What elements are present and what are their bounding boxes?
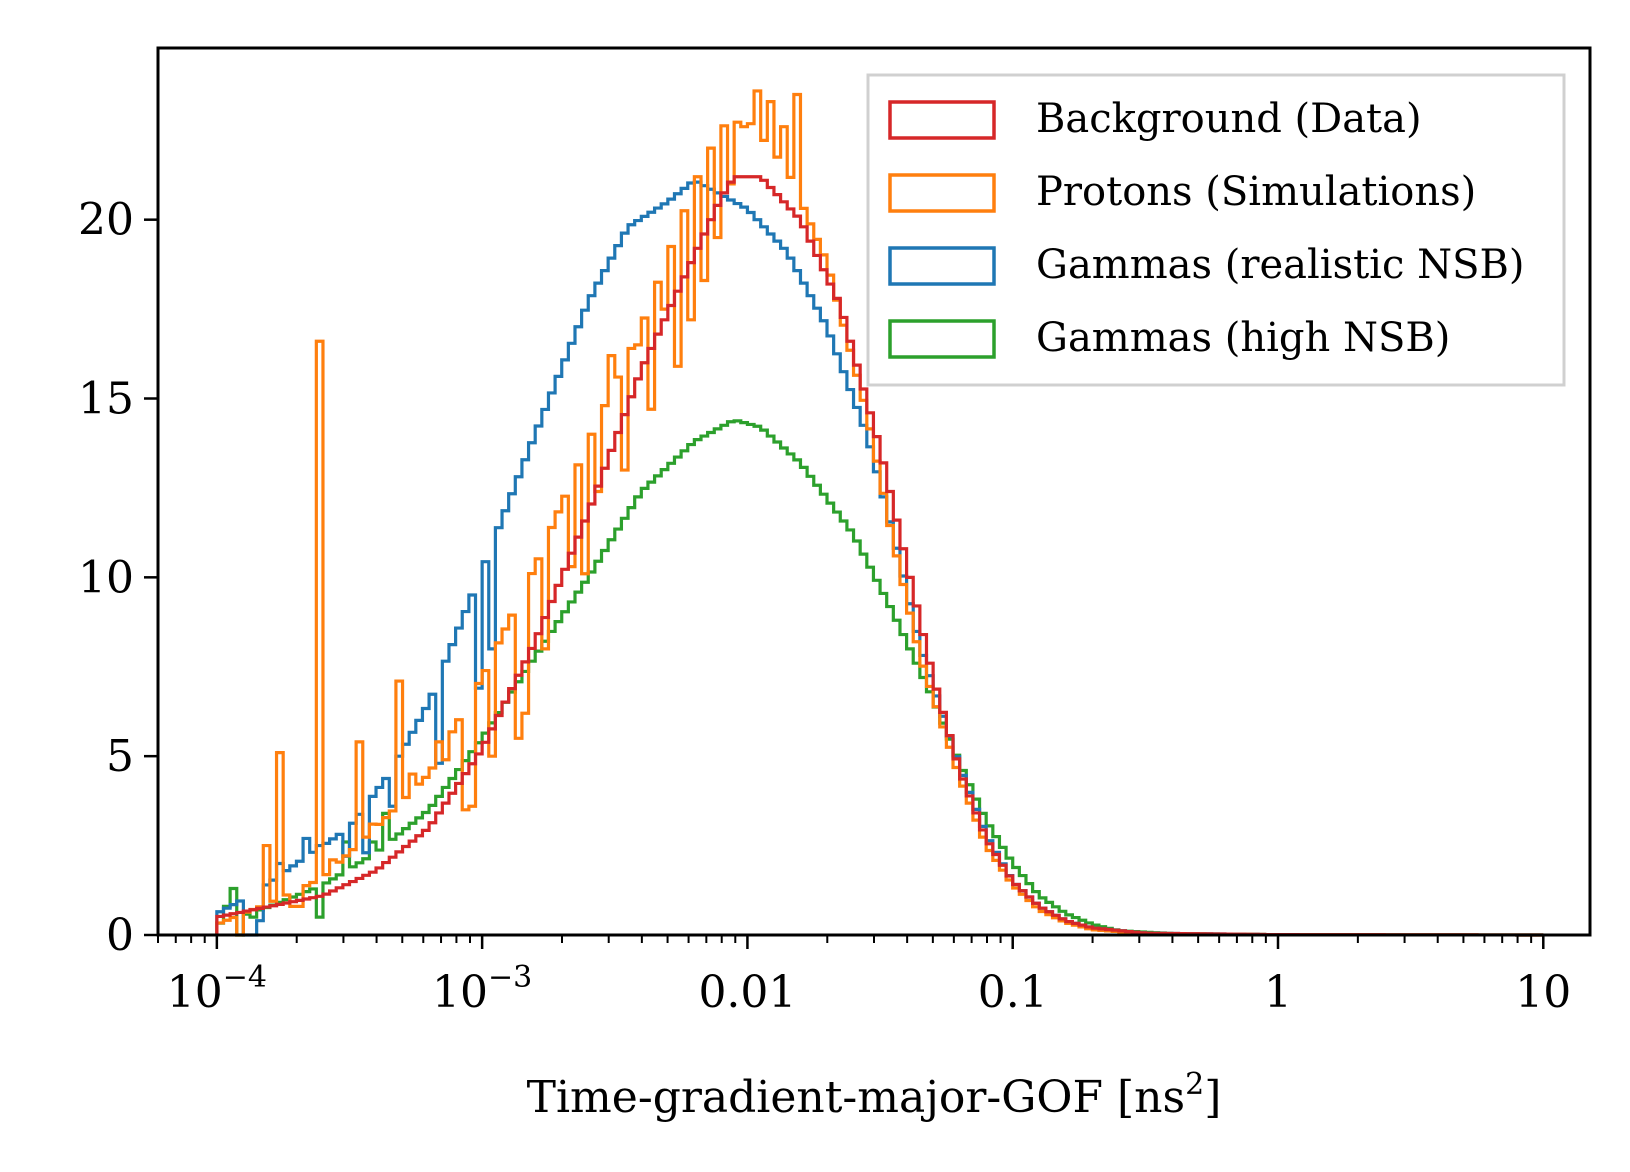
x-tick-label: 10 (1515, 967, 1571, 1018)
x-tick-label-base: 1 (1264, 967, 1292, 1018)
legend-swatch (888, 246, 996, 286)
legend-entry: Gammas (realistic NSB) (888, 242, 1525, 288)
legend-label: Gammas (realistic NSB) (1036, 242, 1525, 288)
x-tick-label: 1 (1264, 967, 1292, 1018)
x-tick-label: 0.1 (978, 967, 1048, 1018)
legend-entry: Protons (Simulations) (888, 169, 1476, 215)
legend-entry: Gammas (high NSB) (888, 315, 1450, 361)
x-tick-label-base: 10 (167, 967, 223, 1018)
x-axis-title-main: Time-gradient-major-GOF [ns (527, 1072, 1185, 1123)
y-tick-label: 5 (106, 731, 134, 782)
y-tick-label: 0 (106, 910, 134, 961)
legend-frame (866, 73, 1566, 387)
y-tick-label: 10 (78, 552, 134, 603)
y-tick-label: 15 (78, 374, 134, 425)
x-tick-label-exponent: −4 (223, 960, 267, 995)
x-tick-label-base: 10 (1515, 967, 1571, 1018)
legend-swatch (888, 100, 996, 140)
x-tick-label: 10−3 (432, 960, 532, 1018)
legend-label: Background (Data) (1036, 96, 1422, 142)
x-axis-title-superscript: 2 (1185, 1067, 1204, 1102)
legend-label: Gammas (high NSB) (1036, 315, 1450, 361)
x-axis: 10−4 10−3 0.01 0.1 1 10 (157, 935, 1571, 1018)
legend: Background (Data) Protons (Simulations) Ga… (866, 73, 1566, 387)
x-tick-label: 0.01 (698, 967, 796, 1018)
x-tick-label-base: 0.01 (698, 967, 796, 1018)
y-tick-label: 20 (78, 195, 134, 246)
legend-swatch (888, 319, 996, 359)
y-axis: 0 5 10 15 20 (78, 195, 158, 961)
legend-entry: Background (Data) (888, 96, 1422, 142)
x-axis-title-close: ] (1204, 1072, 1221, 1123)
x-tick-label-base: 0.1 (978, 967, 1048, 1018)
x-tick-label: 10−4 (167, 960, 267, 1018)
x-tick-label-exponent: −3 (488, 960, 532, 995)
legend-swatch (888, 173, 996, 213)
legend-label: Protons (Simulations) (1036, 169, 1476, 215)
x-tick-label-base: 10 (432, 967, 488, 1018)
x-axis-title: Time-gradient-major-GOF [ns2] (527, 1067, 1222, 1123)
